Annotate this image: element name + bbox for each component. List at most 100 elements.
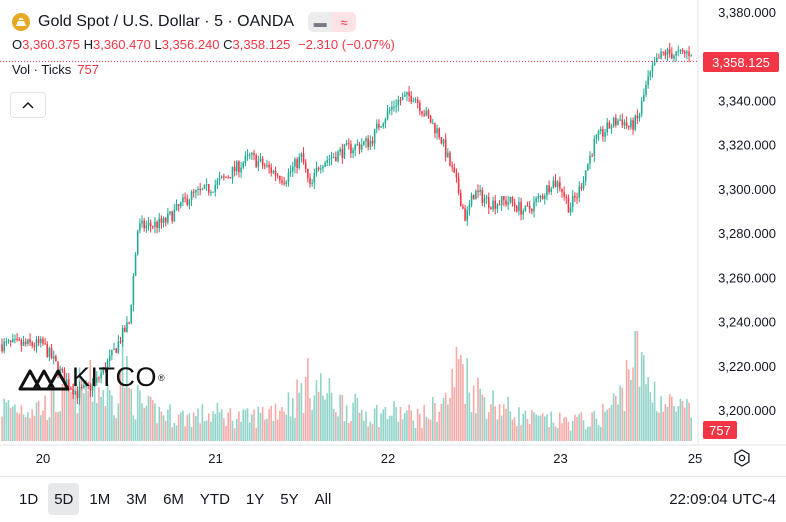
candle-body <box>126 322 128 332</box>
volume-bar <box>423 404 425 441</box>
candle-body <box>681 49 684 52</box>
candle-body <box>182 197 184 203</box>
volume-bar <box>33 415 36 441</box>
volume-bar <box>35 402 38 441</box>
change-value: −2.310 (−0.07%) <box>298 37 395 52</box>
range-button-5d[interactable]: 5D <box>48 483 80 515</box>
candle-body <box>483 198 486 204</box>
range-button-1y[interactable]: 1Y <box>245 490 265 508</box>
volume-bar <box>274 403 277 441</box>
candle-body <box>619 119 621 121</box>
candle-body <box>574 195 576 198</box>
candle-body <box>367 138 369 148</box>
price-chart[interactable]: 3,380.0003,360.0003,340.0003,320.0003,30… <box>0 0 786 476</box>
y-tick-label: 3,280.000 <box>718 226 776 241</box>
high-value: 3,360.470 <box>92 37 151 52</box>
volume-bar <box>617 404 619 441</box>
volume-bar <box>22 414 25 441</box>
volume-bar <box>444 392 447 441</box>
volume-bar <box>93 381 96 441</box>
wave-icon[interactable]: ≈ <box>332 12 357 32</box>
volume-label[interactable]: Vol · Ticks <box>12 62 72 77</box>
candle-body <box>156 221 158 229</box>
candle-body <box>487 197 490 208</box>
series-toggle[interactable]: ▬ ≈ <box>308 12 357 32</box>
candle-body <box>29 339 31 343</box>
candle-body <box>535 198 537 202</box>
candle-body <box>145 225 148 229</box>
volume-bar <box>279 410 281 441</box>
volume-bar <box>498 404 501 441</box>
volume-bar <box>625 359 628 441</box>
candle-body <box>662 51 665 53</box>
candle-body <box>431 123 434 125</box>
candle-body <box>285 181 288 184</box>
volume-bar <box>688 402 690 441</box>
candle-body <box>136 230 139 255</box>
symbol-title[interactable]: Gold Spot / U.S. Dollar · 5 · OANDA <box>38 13 295 30</box>
candle-body <box>537 196 540 199</box>
candle-body <box>173 209 176 222</box>
candle-body <box>462 206 464 209</box>
candle-body <box>556 182 559 187</box>
candle-body <box>522 210 525 215</box>
candle-body <box>186 198 189 205</box>
candle-body <box>203 184 206 189</box>
volume-bar <box>111 395 113 441</box>
range-button-ytd[interactable]: YTD <box>199 490 230 508</box>
candle-body <box>78 387 81 399</box>
volume-bar <box>113 415 115 441</box>
volume-bar <box>621 387 624 441</box>
candle-body <box>102 366 105 374</box>
candle-body <box>70 387 72 390</box>
volume-readout: Vol · Ticks 757 <box>12 62 395 77</box>
volume-bar <box>380 413 382 441</box>
volume-bar <box>24 417 27 441</box>
volume-bar <box>147 395 150 441</box>
candle-body <box>634 115 637 130</box>
candle-body <box>177 204 180 207</box>
volume-bar <box>207 413 210 441</box>
candle-body <box>274 170 277 176</box>
candle-body <box>505 200 507 205</box>
candle-body <box>210 192 212 194</box>
candle-body <box>403 94 406 97</box>
range-button-1d[interactable]: 1D <box>19 490 39 508</box>
volume-bar <box>683 407 686 441</box>
volume-bar <box>235 418 238 441</box>
volume-bar <box>199 423 201 441</box>
candle-body <box>451 165 453 168</box>
range-button-6m[interactable]: 6M <box>163 490 184 508</box>
candle-body <box>151 226 154 228</box>
range-button-1m[interactable]: 1M <box>89 490 111 508</box>
volume-bar <box>419 413 421 441</box>
low-label: L <box>154 37 162 52</box>
volume-bar <box>225 426 227 441</box>
collapse-legend-button[interactable] <box>10 92 46 118</box>
candle-body <box>225 177 227 179</box>
volume-bar <box>44 395 46 441</box>
candle-body <box>253 153 255 156</box>
volume-bar <box>666 406 669 441</box>
candle-body <box>335 157 337 161</box>
candle-body <box>360 144 363 150</box>
volume-bar <box>378 427 380 441</box>
volume-bar <box>158 406 161 441</box>
candle-body <box>438 128 441 138</box>
volume-bar <box>375 405 378 441</box>
volume-bar <box>468 392 471 441</box>
minus-icon[interactable]: ▬ <box>308 12 333 32</box>
range-button-5y[interactable]: 5Y <box>280 490 299 508</box>
range-button-all[interactable]: All <box>314 490 332 508</box>
candle-body <box>231 166 234 179</box>
volume-bar <box>531 410 533 441</box>
candle-body <box>76 390 79 399</box>
volume-bar <box>610 404 613 441</box>
y-axis-ticks: 3,380.0003,360.0003,340.0003,320.0003,30… <box>718 5 776 418</box>
candle-body <box>369 140 372 148</box>
volume-bar <box>339 394 341 441</box>
candle-body <box>281 180 283 183</box>
range-button-3m[interactable]: 3M <box>126 490 148 508</box>
chart-settings-gear-icon[interactable] <box>733 449 751 472</box>
volume-bar <box>298 392 301 441</box>
